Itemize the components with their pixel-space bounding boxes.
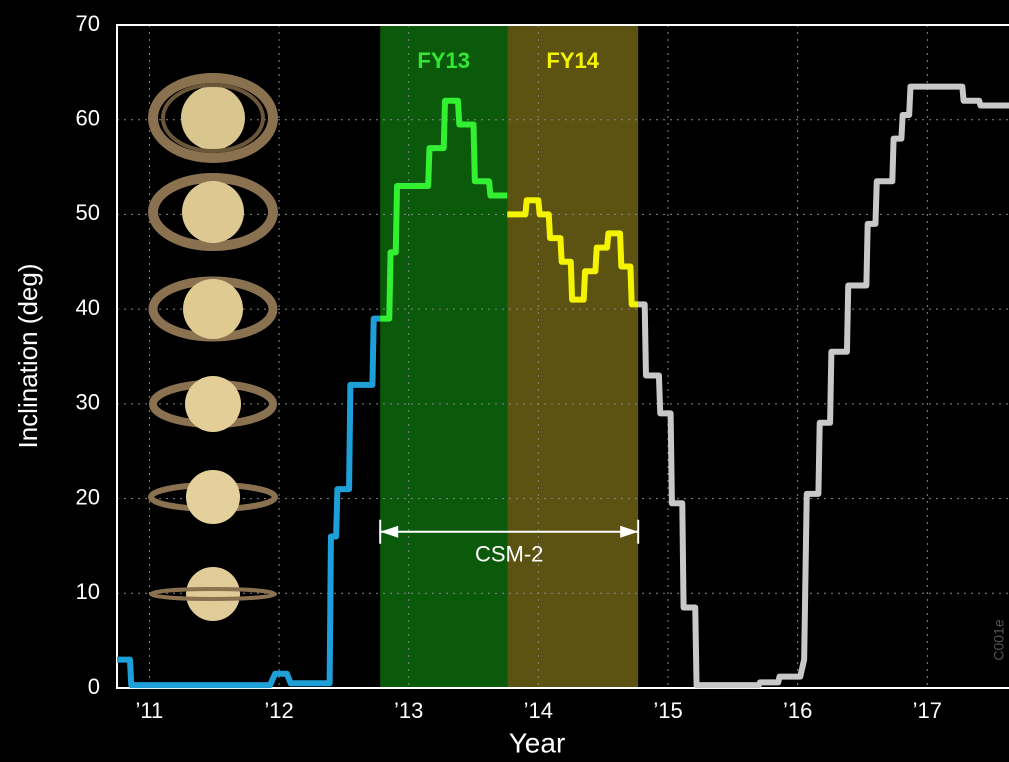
band bbox=[507, 25, 638, 688]
series-line bbox=[638, 87, 1009, 686]
x-tick-label: ’15 bbox=[653, 698, 682, 723]
y-tick-label: 0 bbox=[88, 674, 100, 699]
saturn-icon bbox=[153, 78, 273, 158]
saturn-icon bbox=[153, 376, 273, 432]
x-tick-label: ’14 bbox=[524, 698, 553, 723]
y-tick-label: 10 bbox=[76, 579, 100, 604]
y-tick-label: 70 bbox=[76, 11, 100, 36]
band-label: FY13 bbox=[417, 48, 470, 73]
bands: FY13 FY14 bbox=[380, 25, 638, 688]
x-tick-label: ’13 bbox=[394, 698, 423, 723]
y-tick-label: 20 bbox=[76, 484, 100, 509]
saturn-icon bbox=[151, 567, 275, 621]
y-tick-label: 60 bbox=[76, 106, 100, 131]
x-axis-label: Year bbox=[509, 727, 566, 758]
saturn-icon bbox=[151, 470, 275, 524]
y-tick-label: 50 bbox=[76, 200, 100, 225]
y-tick-label: 30 bbox=[76, 390, 100, 415]
x-tick-label: ’17 bbox=[913, 698, 942, 723]
y-tick-label: 40 bbox=[76, 295, 100, 320]
x-tick-label: ’12 bbox=[264, 698, 293, 723]
saturn-icons bbox=[151, 78, 275, 621]
y-axis-label: Inclination (deg) bbox=[13, 264, 43, 449]
watermark: C001e bbox=[991, 619, 1007, 660]
x-tick-label: ’16 bbox=[783, 698, 812, 723]
saturn-icon bbox=[153, 178, 273, 246]
chart: FY13 FY14 0 10 20 30 40 50 60 70 ’11 ’12 ’13 ’14 ’15 ’… bbox=[0, 0, 1009, 762]
x-tick-label: ’11 bbox=[136, 698, 164, 723]
band-label: FY14 bbox=[546, 48, 599, 73]
saturn-icon bbox=[153, 279, 273, 339]
annotation-label: CSM-2 bbox=[475, 542, 543, 567]
